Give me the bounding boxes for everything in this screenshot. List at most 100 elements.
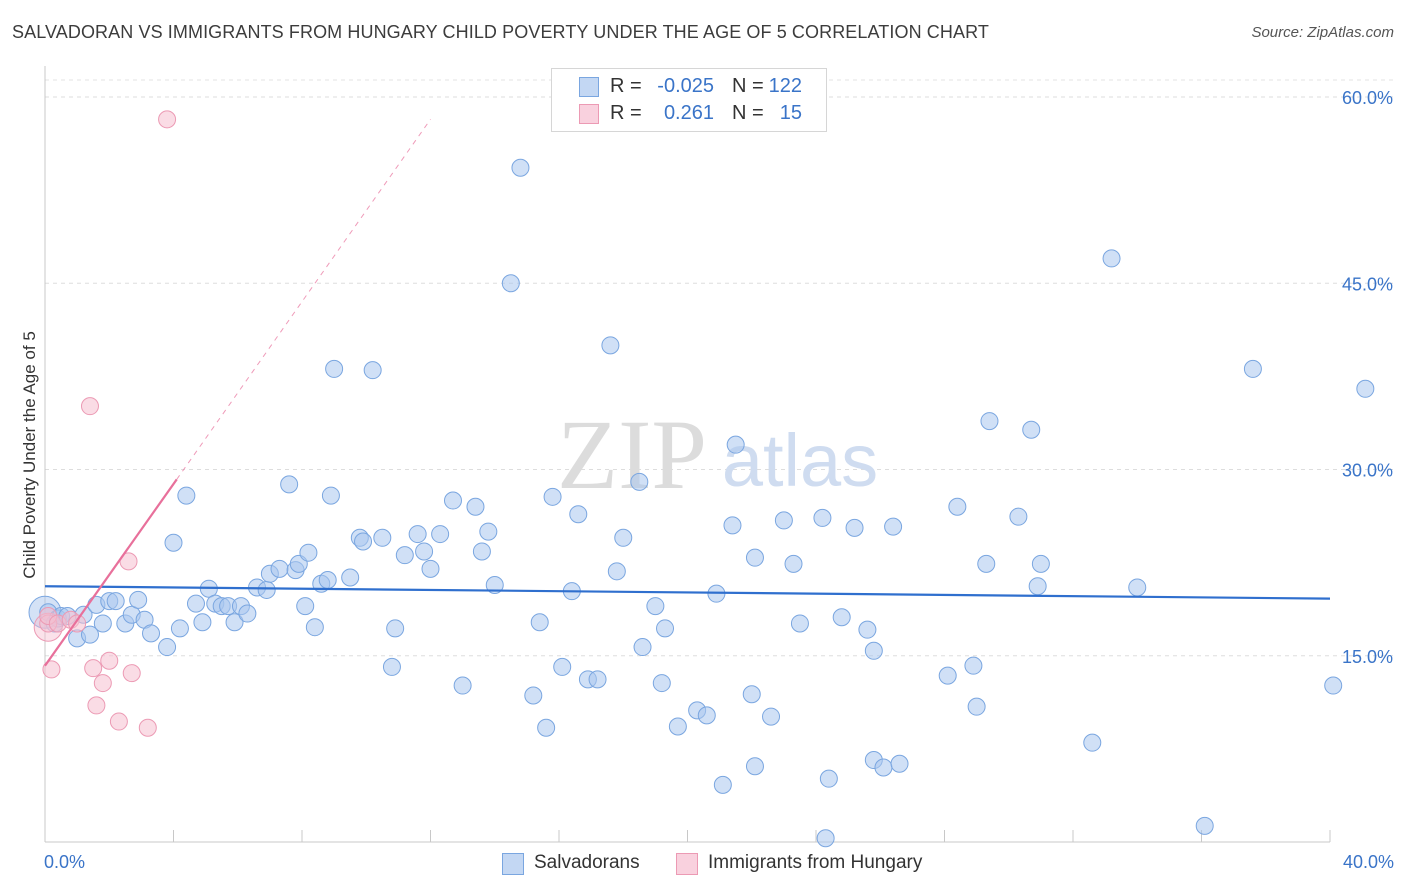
source-credit: Source: ZipAtlas.com — [1251, 24, 1394, 41]
point-salvadorans — [466, 497, 485, 516]
point-salvadorans — [1356, 379, 1375, 398]
point-salvadorans — [415, 542, 434, 561]
watermark: ZIP atlas — [557, 399, 878, 510]
point-salvadorans — [408, 525, 427, 544]
point-salvadorans — [938, 666, 957, 685]
point-hungary — [109, 712, 128, 731]
hungary-points — [33, 110, 177, 737]
point-salvadorans — [964, 656, 983, 675]
legend-label-hungary: Immigrants from Hungary — [708, 852, 923, 873]
point-salvadorans — [1031, 554, 1050, 573]
point-salvadorans — [588, 670, 607, 689]
point-salvadorans — [299, 543, 318, 562]
point-salvadorans — [1102, 249, 1121, 268]
watermark-atlas: atlas — [722, 419, 878, 502]
point-salvadorans — [129, 590, 148, 609]
legend-swatch-blue — [502, 853, 524, 875]
watermark-zip: ZIP — [557, 399, 707, 510]
gridlines — [45, 79, 1395, 657]
point-hungary — [93, 674, 112, 693]
point-salvadorans — [421, 559, 440, 578]
y-tick-labels: 15.0% 30.0% 45.0% 60.0% — [1342, 88, 1393, 667]
point-salvadorans — [816, 829, 835, 848]
point-salvadorans — [774, 511, 793, 530]
point-salvadorans — [874, 758, 893, 777]
point-salvadorans — [431, 525, 450, 544]
point-salvadorans — [1195, 816, 1214, 835]
point-salvadorans — [543, 487, 562, 506]
point-salvadorans — [1243, 359, 1262, 378]
point-salvadorans — [980, 412, 999, 431]
point-salvadorans — [318, 571, 337, 590]
correlation-legend: R = -0.025 N = 122 R = 0.261 N = 15 — [551, 68, 827, 132]
legend-r-label: R = — [610, 102, 642, 124]
point-salvadorans — [382, 657, 401, 676]
point-salvadorans — [813, 508, 832, 527]
point-salvadorans — [158, 638, 177, 657]
legend-swatch-pink — [676, 853, 698, 875]
y-tick-label: 30.0% — [1342, 461, 1393, 481]
point-salvadorans — [386, 619, 405, 638]
point-salvadorans — [443, 491, 462, 510]
point-salvadorans — [472, 542, 491, 561]
point-salvadorans — [1083, 733, 1102, 752]
point-salvadorans — [170, 619, 189, 638]
legend-row-salvadorans: R = -0.025 N = 122 — [552, 75, 826, 99]
point-salvadorans — [164, 533, 183, 552]
point-salvadorans — [668, 717, 687, 736]
point-hungary — [122, 664, 141, 683]
point-salvadorans — [646, 597, 665, 616]
y-tick-label: 60.0% — [1342, 88, 1393, 108]
legend-swatch-blue — [579, 77, 599, 97]
point-salvadorans — [607, 562, 626, 581]
legend-label-salvadorans: Salvadorans — [534, 852, 640, 873]
point-salvadorans — [524, 686, 543, 705]
point-salvadorans — [553, 657, 572, 676]
point-salvadorans — [106, 592, 125, 611]
point-salvadorans — [745, 757, 764, 776]
point-salvadorans — [238, 604, 257, 623]
legend-n-value: 122 — [768, 75, 802, 97]
point-salvadorans — [697, 706, 716, 725]
x-tick-label-max: 40.0% — [1342, 852, 1394, 872]
point-salvadorans — [225, 613, 244, 632]
legend-n-label: N = — [732, 75, 764, 97]
point-salvadorans — [341, 568, 360, 587]
point-salvadorans — [177, 486, 196, 505]
point-salvadorans — [762, 707, 781, 726]
point-salvadorans — [742, 685, 761, 704]
point-salvadorans — [630, 472, 649, 491]
point-salvadorans — [948, 497, 967, 516]
salvadorans-points — [28, 158, 1375, 848]
point-salvadorans — [530, 613, 549, 632]
point-salvadorans — [633, 638, 652, 657]
y-tick-label: 15.0% — [1342, 647, 1393, 667]
point-salvadorans — [601, 336, 620, 355]
point-salvadorans — [363, 361, 382, 380]
point-salvadorans — [1128, 578, 1147, 597]
point-salvadorans — [745, 548, 764, 567]
series-legend: Salvadorans Immigrants from Hungary — [0, 852, 1406, 878]
point-salvadorans — [321, 486, 340, 505]
legend-row-hungary: R = 0.261 N = 15 — [552, 102, 826, 126]
point-hungary — [100, 651, 119, 670]
point-salvadorans — [977, 554, 996, 573]
point-salvadorans — [723, 516, 742, 535]
point-salvadorans — [713, 775, 732, 794]
point-salvadorans — [845, 518, 864, 537]
point-salvadorans — [325, 359, 344, 378]
point-salvadorans — [890, 754, 909, 773]
point-salvadorans — [1022, 420, 1041, 439]
point-salvadorans — [296, 597, 315, 616]
point-salvadorans — [270, 559, 289, 578]
legend-r-label: R = — [610, 75, 642, 97]
point-salvadorans — [186, 594, 205, 613]
point-salvadorans — [784, 554, 803, 573]
point-salvadorans — [832, 608, 851, 627]
point-salvadorans — [280, 475, 299, 494]
point-salvadorans — [257, 580, 276, 599]
axes — [44, 66, 1331, 843]
point-salvadorans — [656, 619, 675, 638]
point-salvadorans — [479, 522, 498, 541]
point-salvadorans — [1009, 507, 1028, 526]
